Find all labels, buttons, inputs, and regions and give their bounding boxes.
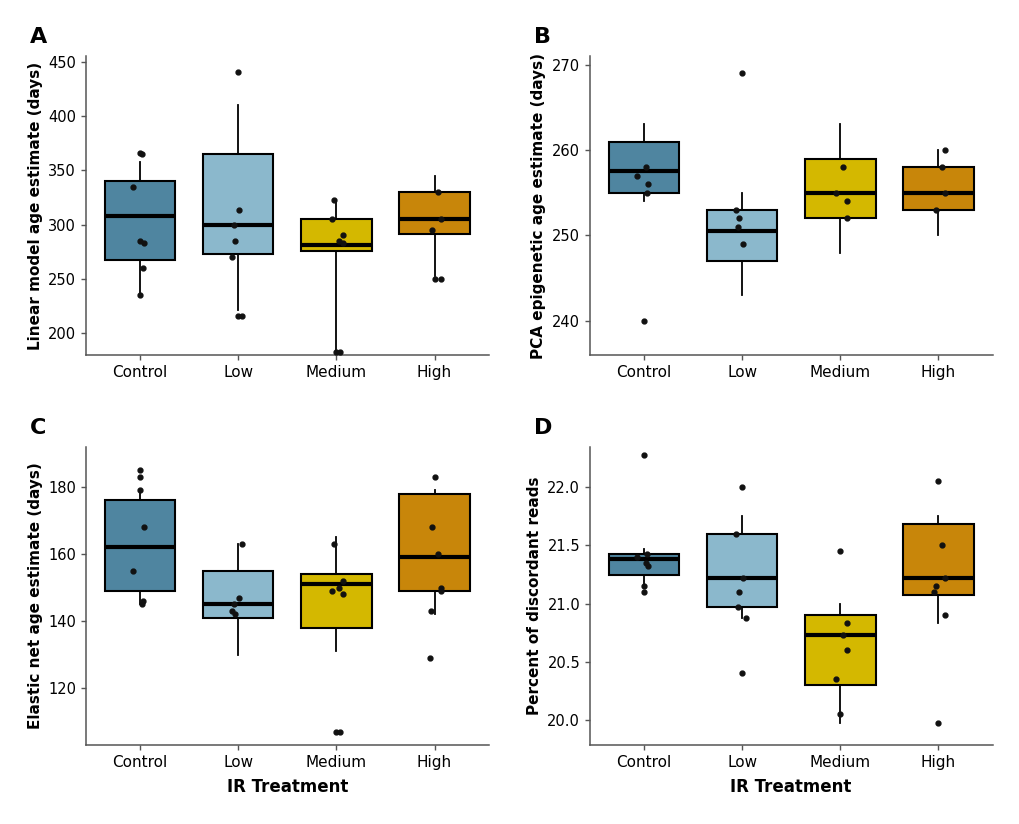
Text: A: A xyxy=(30,27,47,47)
X-axis label: IR Treatment: IR Treatment xyxy=(730,779,851,797)
Bar xyxy=(902,167,973,210)
Bar xyxy=(902,525,973,596)
Text: B: B xyxy=(533,27,550,47)
Bar xyxy=(301,574,371,628)
Y-axis label: Linear model age estimate (days): Linear model age estimate (days) xyxy=(28,62,43,349)
Bar xyxy=(203,571,273,618)
Text: C: C xyxy=(30,418,46,438)
Bar xyxy=(706,534,776,607)
Bar xyxy=(804,158,874,218)
Y-axis label: Elastic net age estimate (days): Elastic net age estimate (days) xyxy=(28,462,43,729)
Bar xyxy=(301,219,371,250)
Bar xyxy=(804,616,874,685)
Bar xyxy=(398,494,470,591)
Y-axis label: PCA epigenetic age estimate (days): PCA epigenetic age estimate (days) xyxy=(531,53,546,358)
Text: D: D xyxy=(533,418,551,438)
Bar xyxy=(608,142,679,193)
X-axis label: IR Treatment: IR Treatment xyxy=(226,779,347,797)
Bar xyxy=(608,554,679,574)
Bar xyxy=(105,181,175,260)
Bar xyxy=(398,192,470,234)
Bar xyxy=(203,154,273,254)
Y-axis label: Percent of discordant reads: Percent of discordant reads xyxy=(526,477,541,715)
Bar xyxy=(105,500,175,591)
Bar xyxy=(706,210,776,261)
